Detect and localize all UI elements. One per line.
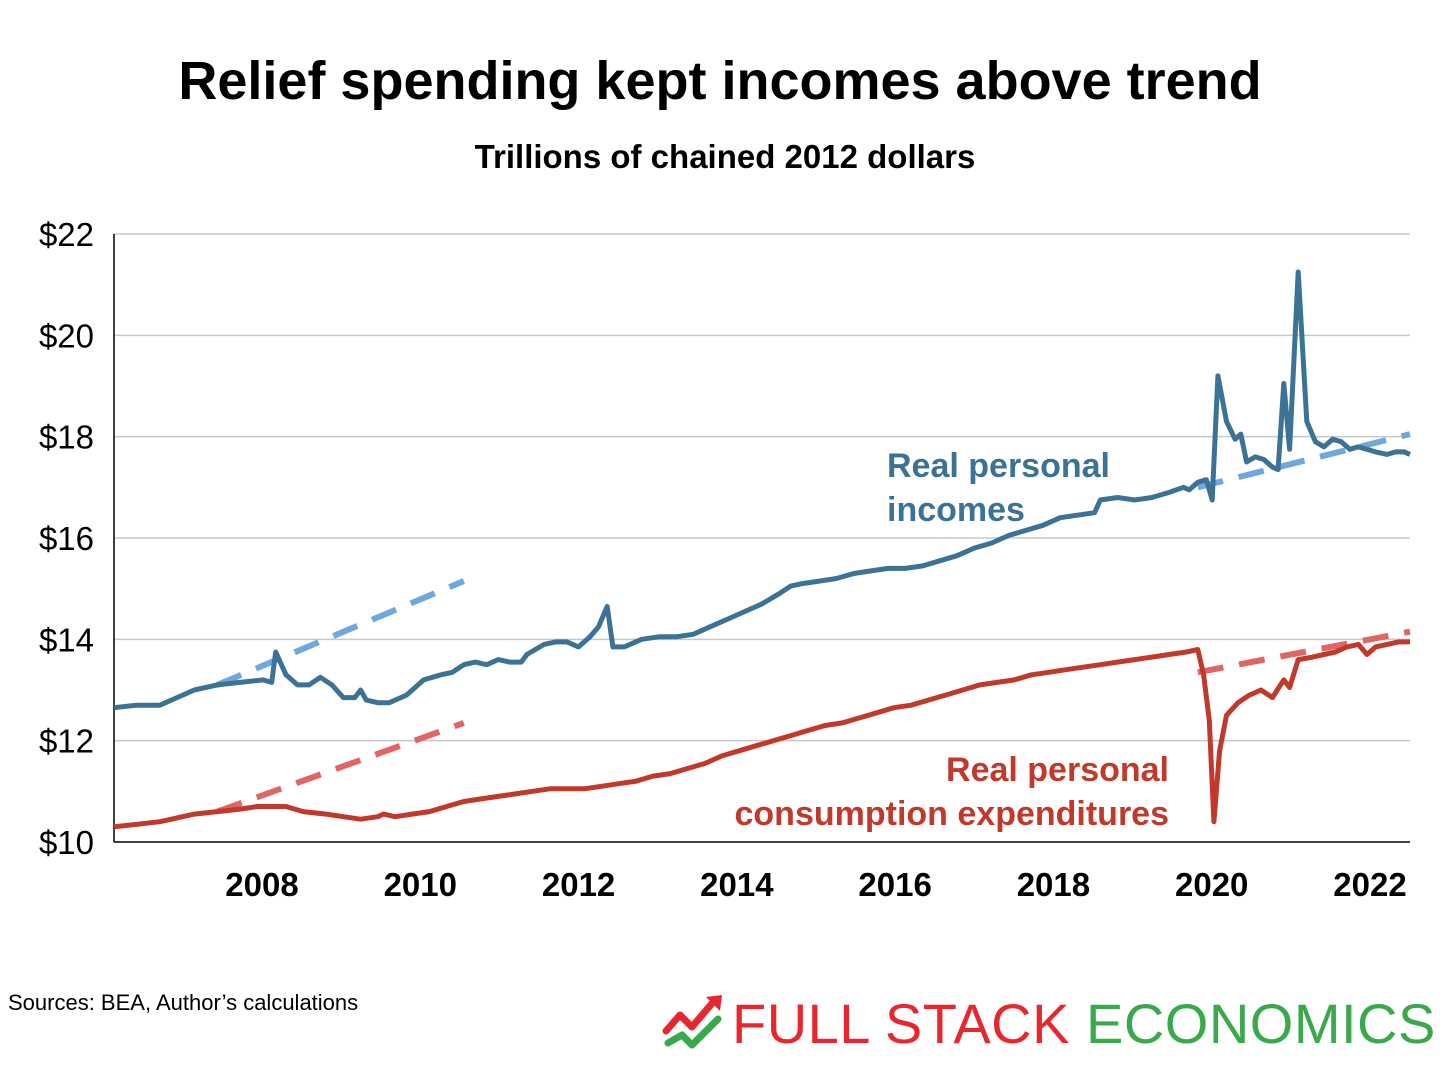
x-tick-label: 2010 (384, 866, 457, 903)
trend-lines (216, 431, 1411, 815)
gridlines (114, 233, 1410, 742)
brand-logo: FULL STACK ECONOMICS (662, 988, 1436, 1058)
chart-subtitle: Trillions of chained 2012 dollars (474, 138, 976, 175)
trend-line (1197, 431, 1411, 491)
trend-line (216, 578, 465, 688)
series-label-incomes: Real personal (887, 447, 1110, 485)
x-tick-label: 2018 (1017, 866, 1090, 903)
x-tick-label: 2016 (858, 866, 931, 903)
sources-note: Sources: BEA, Author’s calculations (8, 990, 359, 1015)
series-lines (113, 269, 1412, 830)
x-axis-ticks: 2008 2010 2012 2014 2016 2018 2020 2022 (225, 866, 1406, 903)
y-tick-label: $20 (39, 317, 94, 354)
y-axis-ticks: $10 $12 $14 $16 $18 $20 $22 (39, 216, 94, 861)
series-line (113, 269, 1412, 711)
trend-check-icon (662, 995, 722, 1049)
x-tick-label: 2014 (700, 866, 774, 903)
x-tick-label: 2008 (225, 866, 298, 903)
y-tick-label: $12 (39, 723, 94, 760)
series-label-pce: Real personal (946, 751, 1169, 789)
series-labels: Real personal incomes Real personal consump… (735, 447, 1170, 833)
y-tick-label: $18 (39, 419, 94, 456)
series-line (113, 639, 1410, 830)
y-tick-label: $22 (39, 216, 94, 253)
x-tick-label: 2012 (542, 866, 615, 903)
y-tick-label: $16 (39, 520, 94, 557)
y-tick-label: $14 (39, 621, 94, 658)
series-label-incomes: incomes (887, 491, 1025, 529)
line-chart: $10$12$14$16$18$20$22 2008 2010 2012 2014 20… (39, 216, 1412, 903)
trend-line (216, 720, 465, 815)
logo-text-economics: ECONOMICS (1085, 991, 1436, 1055)
logo-text-full-stack: FULL STACK (732, 991, 1070, 1055)
x-tick-label: 2020 (1175, 866, 1248, 903)
axes (113, 234, 1410, 843)
series-label-pce: consumption expenditures (735, 795, 1170, 833)
trend-line (1197, 628, 1411, 676)
y-tick-label: $10 (39, 824, 94, 861)
chart-title: Relief spending kept incomes above trend (178, 51, 1262, 111)
x-tick-label: 2022 (1333, 866, 1406, 903)
